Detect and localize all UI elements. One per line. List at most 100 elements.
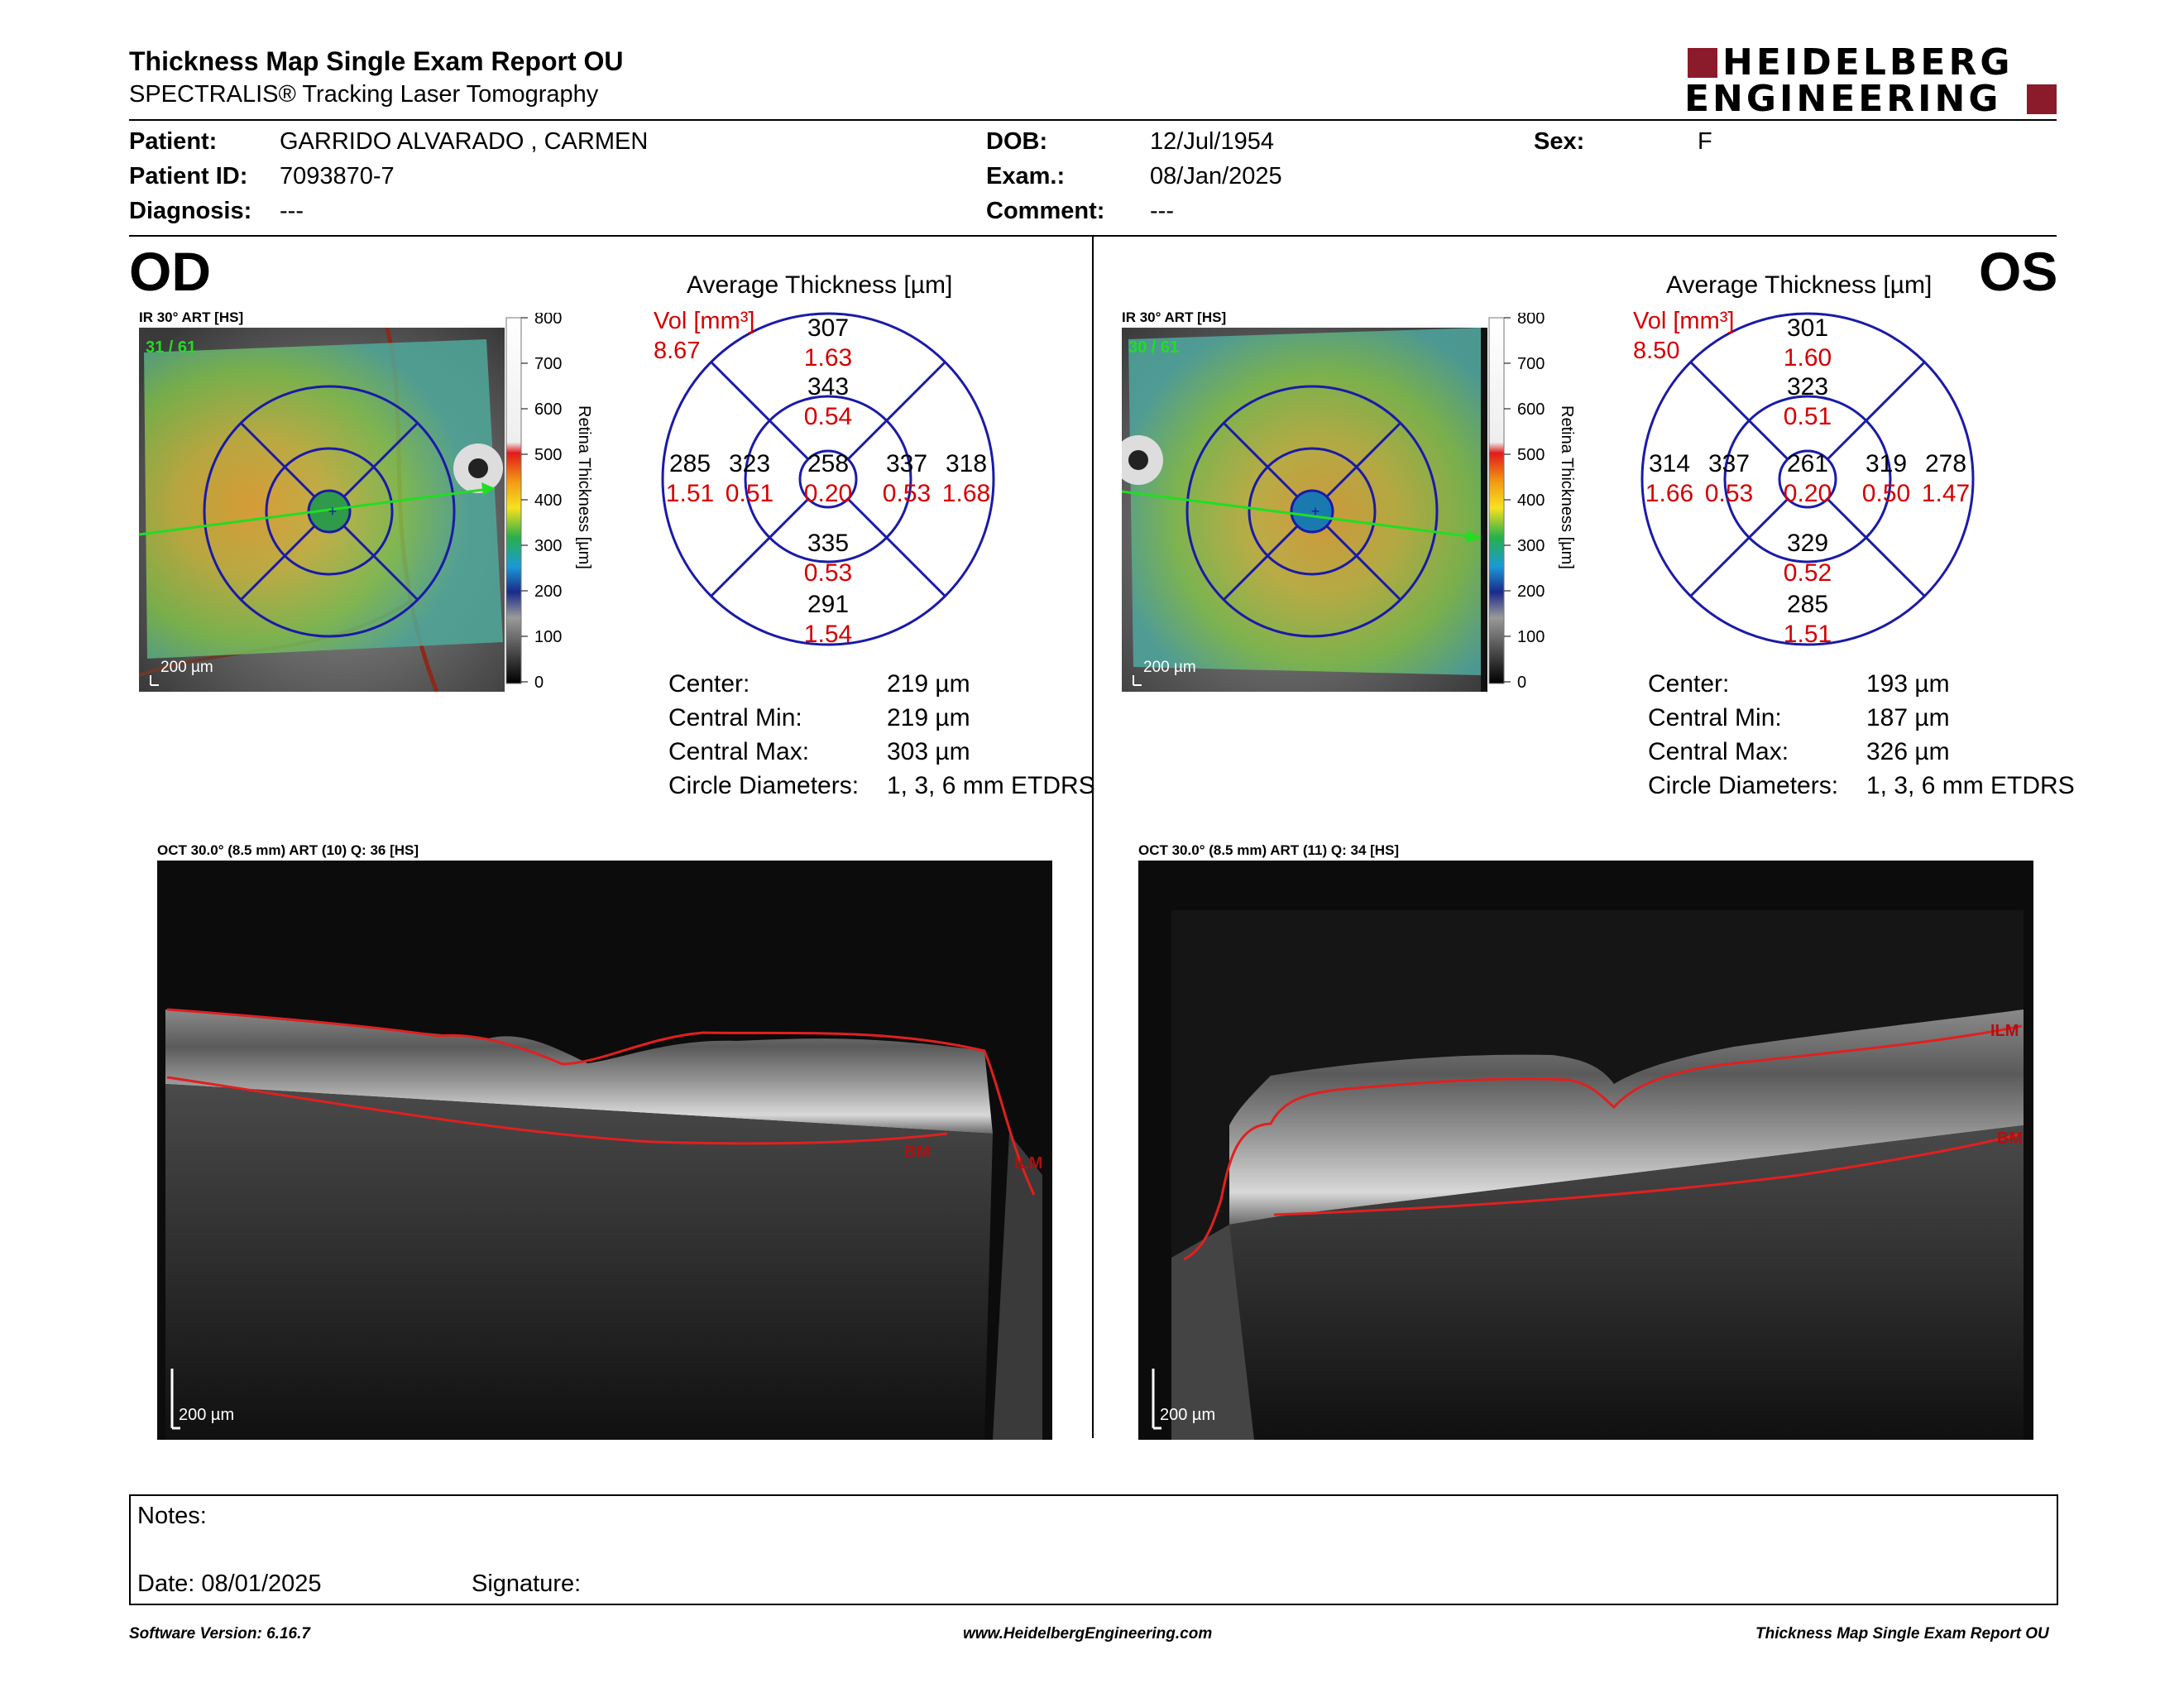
os-stat-label: Circle Diameters: — [1648, 772, 1839, 799]
od-vol-total: 8.67 — [654, 338, 701, 364]
os-outer-inf-thickness: 285 — [1787, 591, 1828, 618]
notes-box[interactable]: Notes: Date: 08/01/2025 Signature: — [129, 1494, 2058, 1605]
os-outer-sup-thickness: 301 — [1787, 314, 1828, 342]
notes-label: Notes: — [137, 1503, 207, 1529]
scale-tick: 600 — [1517, 400, 1545, 419]
od-center-volume: 0.20 — [804, 480, 852, 507]
divider — [129, 235, 2057, 237]
od-inner-sup-thickness: 343 — [807, 373, 849, 400]
od-inner-inf-thickness: 335 — [807, 530, 849, 557]
scale-tick: 300 — [534, 537, 562, 555]
logo-square-icon — [2027, 84, 2057, 114]
svg-text:+: + — [328, 503, 338, 520]
scale-tick: 600 — [534, 400, 562, 419]
od-oct-label: OCT 30.0° (8.5 mm) ART (10) Q: 36 [HS] — [157, 842, 419, 858]
scale-tick: 300 — [1517, 537, 1545, 555]
od-inner-left-thickness: 323 — [729, 450, 770, 477]
os-stat-label: Center: — [1648, 670, 1730, 698]
dob-value: 12/Jul/1954 — [1150, 128, 1274, 155]
od-ir-label: IR 30° ART [HS] — [139, 309, 244, 325]
report-title: Thickness Map Single Exam Report OU — [129, 46, 624, 76]
os-outer-right-volume: 1.47 — [1922, 480, 1970, 507]
od-stat-label: Central Min: — [668, 704, 802, 731]
diagnosis-label: Diagnosis: — [129, 198, 252, 224]
notes-signature-label: Signature: — [472, 1571, 582, 1597]
footer-report-name: Thickness Map Single Exam Report OU — [1755, 1625, 2049, 1642]
os-outer-sup-volume: 1.60 — [1784, 344, 1832, 372]
od-outer-right-volume: 1.68 — [942, 480, 990, 507]
scale-tick: 0 — [534, 674, 544, 692]
od-inner-left-volume: 0.51 — [726, 480, 774, 507]
scale-tick: 500 — [534, 446, 562, 464]
od-inner-inf-volume: 0.53 — [804, 559, 852, 587]
os-inner-left-volume: 0.53 — [1705, 480, 1753, 507]
od-vol-label: Vol [mm³] — [654, 308, 755, 334]
scale-tick: 100 — [534, 628, 562, 646]
diagnosis-value: --- — [280, 198, 304, 224]
os-inner-left-thickness: 337 — [1708, 450, 1750, 477]
od-scalebar-label: 200 µm — [160, 659, 213, 676]
os-vol-total: 8.50 — [1633, 338, 1680, 364]
os-bm-label: BM — [1997, 1129, 2023, 1148]
od-stat-value: 303 µm — [887, 738, 970, 765]
od-outer-sup-volume: 1.63 — [804, 344, 852, 372]
exam-date: 08/Jan/2025 — [1150, 163, 1282, 189]
os-outer-right-thickness: 278 — [1925, 450, 1966, 477]
os-etdrs-grid: 261 0.20 323 0.51 329 0.52 337 0.53 319 … — [1640, 312, 1975, 648]
od-stat-label: Circle Diameters: — [668, 772, 860, 799]
report-subtitle: SPECTRALIS® Tracking Laser Tomography — [129, 81, 599, 108]
os-inner-inf-volume: 0.52 — [1784, 559, 1832, 587]
exam-label: Exam.: — [986, 163, 1066, 189]
os-inner-sup-thickness: 323 — [1787, 373, 1828, 400]
scale-tick: 800 — [534, 313, 562, 328]
comment-label: Comment: — [986, 198, 1105, 224]
od-outer-inf-volume: 1.54 — [804, 621, 852, 648]
os-stat-label: Central Min: — [1648, 704, 1782, 731]
scale-tick: 500 — [1517, 446, 1545, 464]
dob-label: DOB: — [986, 128, 1048, 155]
eye-divider — [1092, 237, 1094, 1438]
od-stat-value: 219 µm — [887, 670, 970, 698]
od-inner-right-volume: 0.53 — [883, 480, 931, 507]
os-inner-sup-volume: 0.51 — [1784, 403, 1832, 430]
od-center-thickness: 258 — [807, 450, 849, 477]
scale-tick: 400 — [1517, 492, 1545, 510]
os-frames-label: 30 / 61 — [1128, 338, 1179, 357]
footer-url[interactable]: www.HeidelbergEngineering.com — [963, 1625, 1213, 1642]
patient-label: Patient: — [129, 128, 218, 155]
os-oct-label: OCT 30.0° (8.5 mm) ART (11) Q: 34 [HS] — [1138, 842, 1400, 858]
od-inner-sup-volume: 0.54 — [804, 403, 852, 430]
os-scalebar-label: 200 µm — [1143, 659, 1196, 676]
divider — [129, 119, 2057, 121]
os-vol-label: Vol [mm³] — [1633, 308, 1735, 334]
svg-text:+: + — [1311, 503, 1320, 520]
os-stat-value: 326 µm — [1866, 738, 1950, 765]
os-stat-label: Central Max: — [1648, 738, 1789, 765]
os-eye-label: OS — [1979, 241, 2058, 302]
od-color-scale: 800 700 600 500 400 300 200 100 0 Retina… — [505, 313, 593, 692]
od-stat-label: Central Max: — [668, 738, 810, 765]
os-outer-left-thickness: 314 — [1649, 450, 1690, 477]
od-outer-right-thickness: 318 — [946, 450, 987, 477]
od-fundus-thickness-map: + 31 / 61 200 µm — [139, 328, 505, 692]
od-stat-value: 1, 3, 6 mm ETDRS — [887, 772, 1095, 799]
footer-software-version: Software Version: 6.16.7 — [129, 1625, 310, 1642]
od-oct-scalebar: 200 µm — [179, 1406, 234, 1424]
od-etdrs-grid: 258 0.20 343 0.54 335 0.53 323 0.51 337 … — [661, 312, 995, 648]
os-oct-bscan: ILM BM 200 µm — [1138, 861, 2033, 1440]
od-ilm-label: ILM — [1014, 1154, 1042, 1172]
patient-id: 7093870-7 — [280, 163, 395, 189]
od-inner-right-thickness: 337 — [886, 450, 927, 477]
scale-tick: 700 — [534, 355, 562, 373]
od-oct-bscan: BM ILM 200 µm — [157, 861, 1052, 1440]
os-inner-inf-thickness: 329 — [1787, 530, 1828, 557]
od-outer-inf-thickness: 291 — [807, 591, 849, 618]
od-frames-label: 31 / 61 — [146, 338, 196, 357]
os-oct-scalebar: 200 µm — [1160, 1406, 1215, 1424]
od-avg-title: Average Thickness [µm] — [687, 271, 953, 299]
logo-text-line2: ENGINEERING — [1684, 78, 2002, 120]
os-ir-label: IR 30° ART [HS] — [1122, 309, 1227, 325]
od-stat-value: 219 µm — [887, 704, 970, 731]
scale-tick: 0 — [1517, 674, 1526, 692]
comment-value: --- — [1150, 198, 1174, 224]
